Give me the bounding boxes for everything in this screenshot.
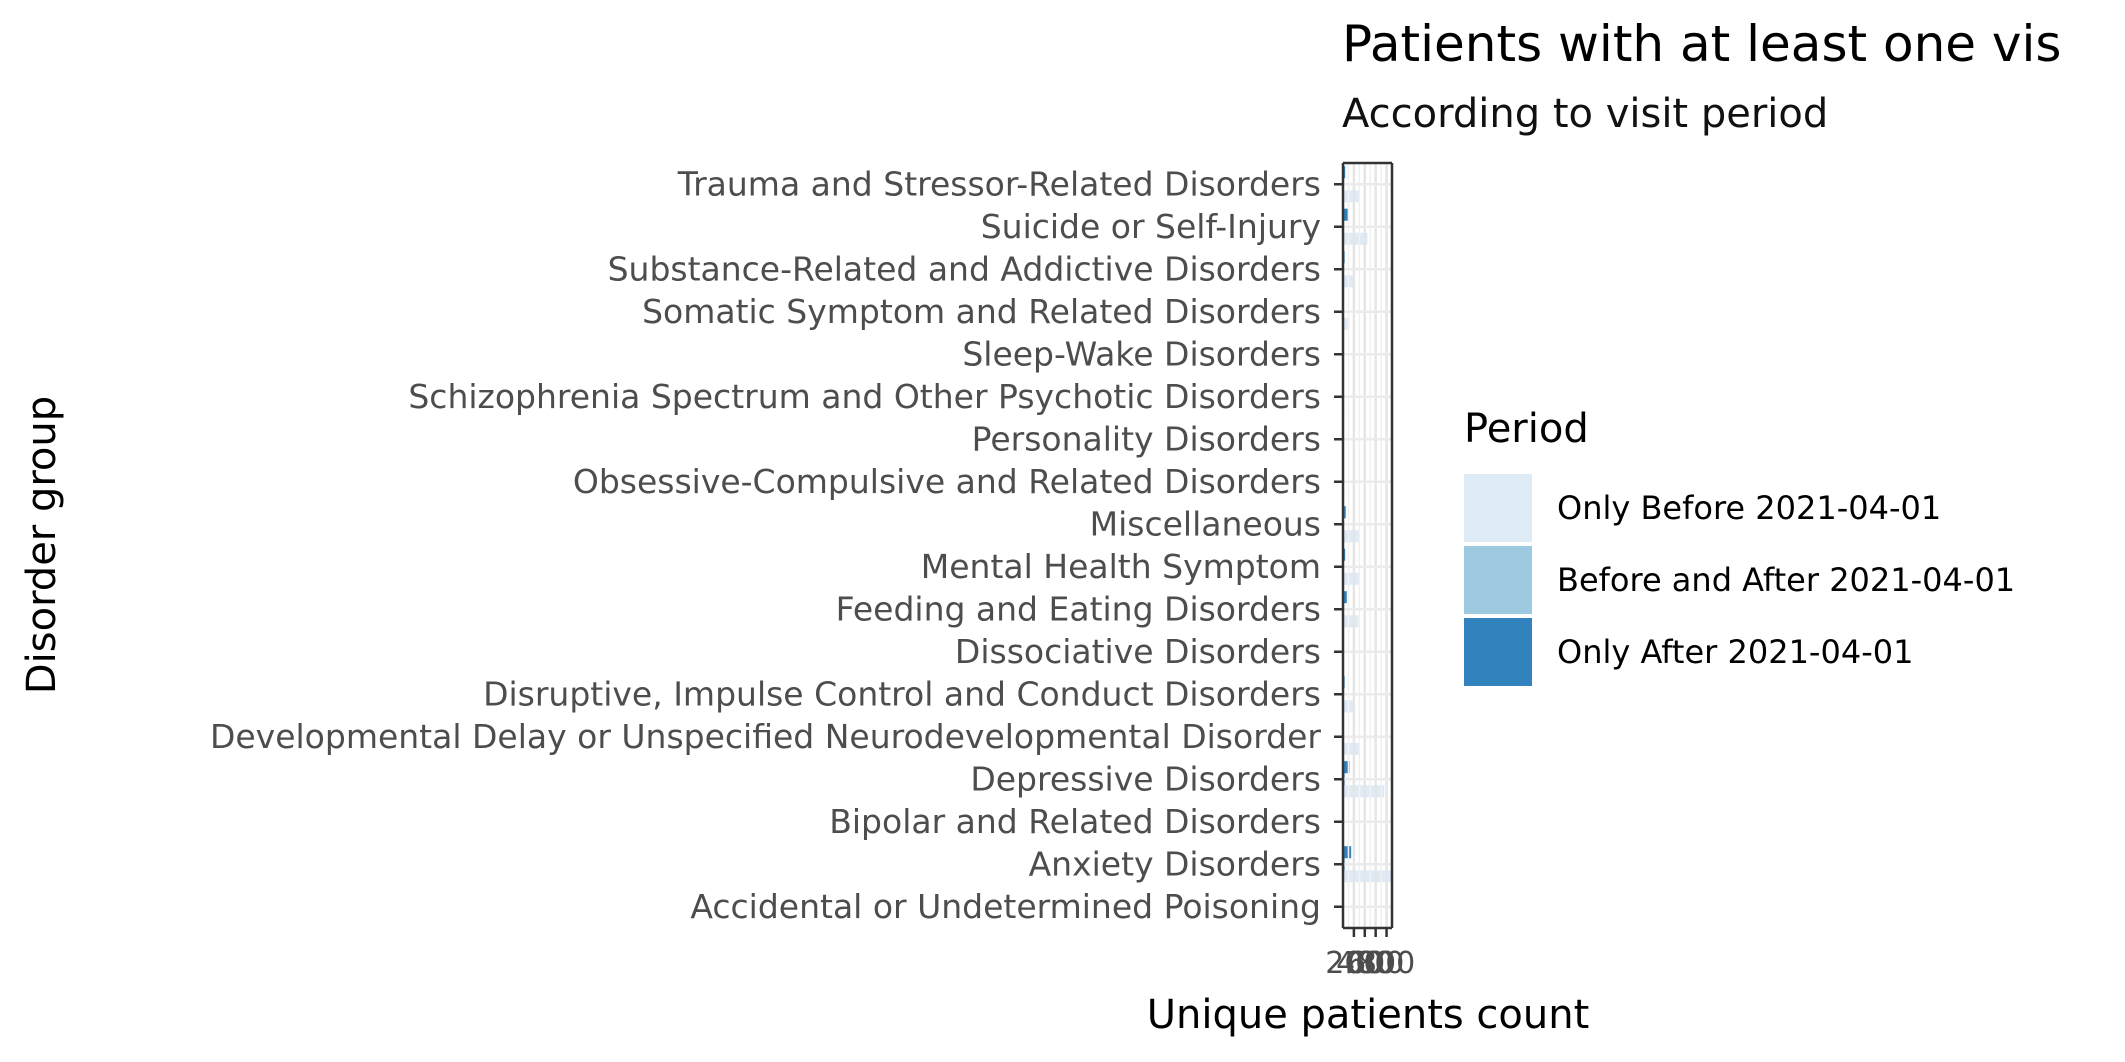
bar: [1343, 208, 1348, 221]
legend-label: Before and After 2021-04-01: [1557, 561, 2015, 599]
legend-title: Period: [1464, 406, 1589, 452]
bar: [1343, 530, 1360, 543]
category-label: Dissociative Disorders: [955, 632, 1321, 671]
category-label: Obsessive-Compulsive and Related Disorde…: [573, 462, 1321, 501]
x-tick-label: 800: [1358, 946, 1415, 981]
x-tick-label: 400: [1336, 946, 1393, 981]
category-label: Depressive Disorders: [970, 759, 1321, 798]
category-label: Trauma and Stressor-Related Disorders: [677, 164, 1321, 203]
bar: [1343, 846, 1352, 859]
x-tick-label: 200: [1325, 946, 1382, 981]
category-labels: Accidental or Undetermined Poisoning Anxi…: [210, 164, 1321, 926]
axis-layer: [1334, 161, 1394, 937]
chart-title: Patients with at least one vis: [1342, 15, 2061, 73]
category-label: Anxiety Disorders: [1029, 844, 1321, 883]
legend: Period Only Before 2021-04-01 Before and …: [1464, 406, 2015, 686]
bar: [1343, 615, 1359, 628]
category-label: Substance-Related and Addictive Disorder…: [608, 249, 1321, 288]
legend-swatch: [1464, 618, 1532, 686]
bar: [1343, 506, 1346, 519]
legend-label: Only After 2021-04-01: [1557, 633, 1913, 671]
category-label: Accidental or Undetermined Poisoning: [690, 887, 1321, 926]
x-axis-title: Unique patients count: [1147, 992, 1590, 1038]
x-tick-label: 600: [1347, 946, 1404, 981]
bar: [1343, 317, 1350, 330]
category-label: Developmental Delay or Unspecified Neuro…: [210, 717, 1321, 756]
category-label: Disruptive, Impulse Control and Conduct …: [483, 674, 1321, 713]
bar: [1343, 761, 1350, 774]
category-label: Miscellaneous: [1090, 504, 1321, 543]
category-label: Feeding and Eating Disorders: [836, 589, 1321, 628]
category-label: Mental Health Symptom: [921, 547, 1321, 586]
chart-subtitle: According to visit period: [1342, 91, 1828, 137]
category-label: Bipolar and Related Disorders: [829, 802, 1321, 841]
bar: [1343, 870, 1391, 883]
category-label: Personality Disorders: [972, 419, 1321, 458]
bar: [1343, 190, 1360, 203]
bar-layer: [1343, 166, 1391, 925]
bar: [1343, 591, 1347, 604]
legend-items: Only Before 2021-04-01 Before and After 2…: [1464, 474, 2015, 686]
category-label: Suicide or Self-Injury: [981, 207, 1321, 246]
bar: [1343, 742, 1359, 755]
bar: [1343, 572, 1360, 585]
y-axis-title: Disorder group: [19, 396, 65, 694]
legend-swatch: [1464, 546, 1532, 614]
category-label: Sleep-Wake Disorders: [962, 334, 1321, 373]
category-label: Somatic Symptom and Related Disorders: [642, 292, 1321, 331]
legend-label: Only Before 2021-04-01: [1557, 489, 1941, 527]
legend-swatch: [1464, 474, 1532, 542]
category-label: Schizophrenia Spectrum and Other Psychot…: [408, 377, 1321, 416]
